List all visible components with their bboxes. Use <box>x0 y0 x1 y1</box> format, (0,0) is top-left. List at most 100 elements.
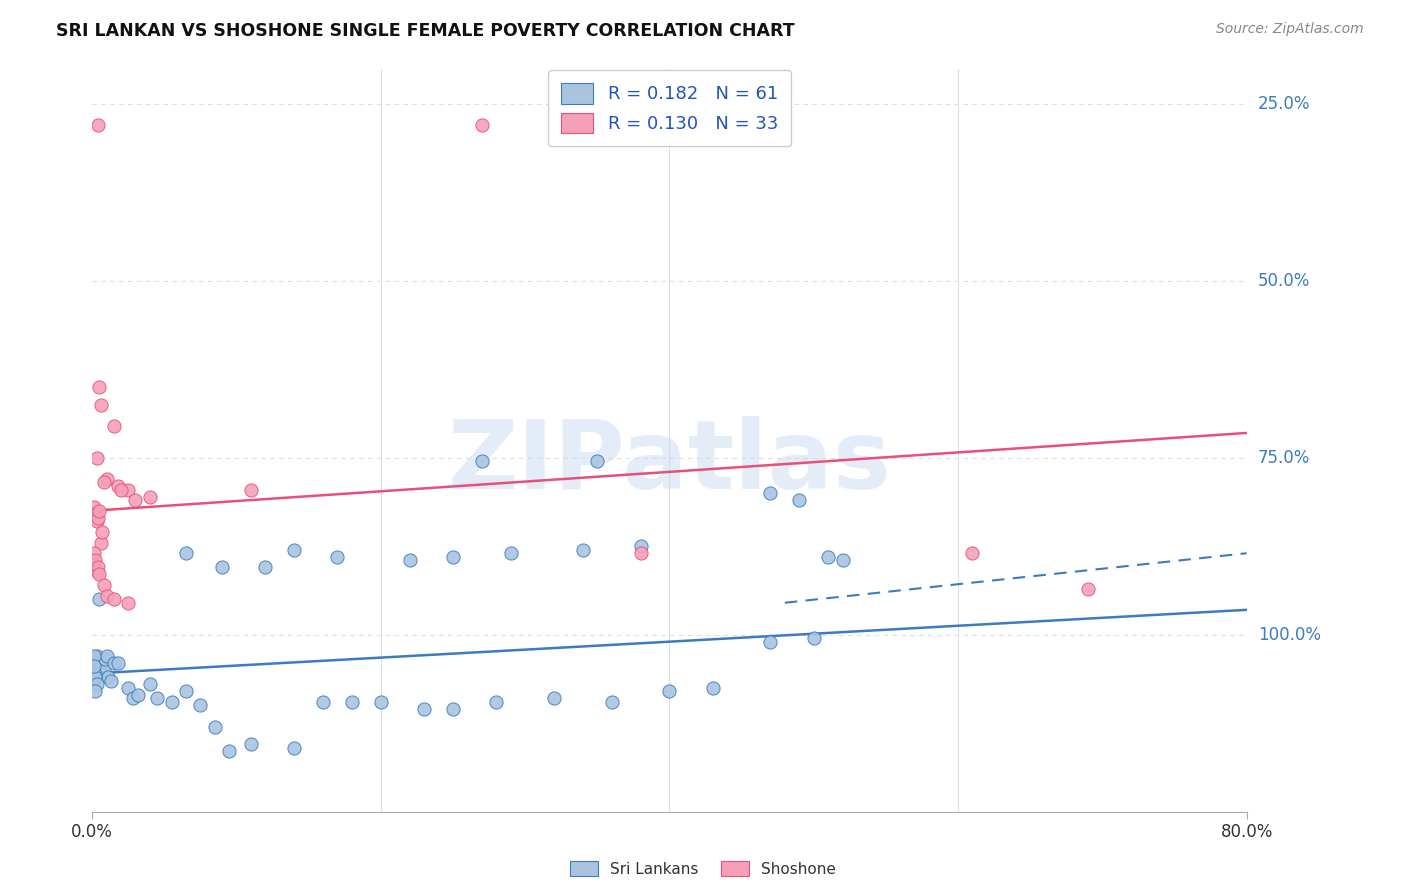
Point <box>100 673 122 688</box>
Text: 75.0%: 75.0% <box>1258 449 1310 467</box>
Point <box>103 656 125 670</box>
Point <box>93 578 115 592</box>
Point <box>340 695 363 709</box>
Point <box>572 542 595 557</box>
Point <box>586 454 609 468</box>
Point <box>86 648 108 663</box>
Point <box>962 546 984 560</box>
Point <box>91 524 114 539</box>
Point <box>831 553 853 567</box>
Legend: Sri Lankans, Shoshone: Sri Lankans, Shoshone <box>562 853 844 884</box>
Point <box>139 677 162 691</box>
Point <box>398 553 420 567</box>
Point <box>87 511 110 525</box>
Point <box>84 670 107 684</box>
Point <box>89 592 111 607</box>
Point <box>83 673 105 688</box>
Point <box>204 720 226 734</box>
Point <box>83 500 105 515</box>
Point <box>103 592 125 607</box>
Point <box>759 486 782 500</box>
Point <box>89 380 111 394</box>
Point <box>471 454 494 468</box>
Point <box>787 493 810 508</box>
Point <box>96 589 118 603</box>
Point <box>139 490 162 504</box>
Point <box>86 515 108 529</box>
Point <box>93 663 115 677</box>
Point <box>543 691 565 706</box>
Point <box>83 648 105 663</box>
Point <box>91 666 114 681</box>
Point <box>239 737 262 751</box>
Point <box>1077 582 1099 596</box>
Point <box>254 560 277 574</box>
Point <box>174 546 197 560</box>
Point <box>86 677 108 691</box>
Point <box>117 596 139 610</box>
Point <box>702 681 724 695</box>
Point <box>239 483 262 497</box>
Legend: R = 0.182   N = 61, R = 0.130   N = 33: R = 0.182 N = 61, R = 0.130 N = 33 <box>548 70 790 146</box>
Point <box>600 695 623 709</box>
Point <box>96 648 118 663</box>
Point <box>83 659 105 673</box>
Point <box>87 560 110 574</box>
Point <box>86 450 108 465</box>
Point <box>413 702 436 716</box>
Point <box>190 698 212 713</box>
Point <box>160 695 183 709</box>
Point <box>107 479 129 493</box>
Point <box>312 695 335 709</box>
Point <box>146 691 169 706</box>
Point <box>110 483 132 497</box>
Text: 100.0%: 100.0% <box>1258 625 1320 644</box>
Point <box>84 684 107 698</box>
Text: 25.0%: 25.0% <box>1258 95 1310 113</box>
Point <box>89 567 111 582</box>
Point <box>485 695 508 709</box>
Point <box>117 483 139 497</box>
Point <box>630 546 652 560</box>
Point <box>283 740 305 755</box>
Point <box>326 549 349 564</box>
Point <box>817 549 839 564</box>
Point <box>127 688 149 702</box>
Point <box>90 535 112 549</box>
Point <box>499 546 522 560</box>
Point <box>83 546 105 560</box>
Point <box>93 475 115 490</box>
Point <box>658 684 681 698</box>
Point <box>103 418 125 433</box>
Point <box>84 508 107 522</box>
Point <box>90 398 112 412</box>
Point <box>84 670 107 684</box>
Point <box>84 666 107 681</box>
Text: ZIPatlas: ZIPatlas <box>447 416 891 508</box>
Point <box>630 539 652 553</box>
Point <box>117 681 139 695</box>
Point <box>370 695 392 709</box>
Text: 50.0%: 50.0% <box>1258 272 1310 290</box>
Point <box>97 670 120 684</box>
Point <box>211 560 233 574</box>
Point <box>759 634 782 648</box>
Text: SRI LANKAN VS SHOSHONE SINGLE FEMALE POVERTY CORRELATION CHART: SRI LANKAN VS SHOSHONE SINGLE FEMALE POV… <box>56 22 794 40</box>
Text: Source: ZipAtlas.com: Source: ZipAtlas.com <box>1216 22 1364 37</box>
Point <box>283 542 305 557</box>
Point <box>471 118 494 132</box>
Point <box>441 702 464 716</box>
Point <box>441 549 464 564</box>
Point <box>84 553 107 567</box>
Point <box>803 631 825 645</box>
Point <box>83 670 105 684</box>
Point <box>218 744 240 758</box>
Point <box>86 564 108 578</box>
Point <box>174 684 197 698</box>
Point <box>96 472 118 486</box>
Point <box>107 656 129 670</box>
Point <box>87 118 110 132</box>
Point <box>90 659 112 673</box>
Point <box>121 691 143 706</box>
Point <box>124 493 146 508</box>
